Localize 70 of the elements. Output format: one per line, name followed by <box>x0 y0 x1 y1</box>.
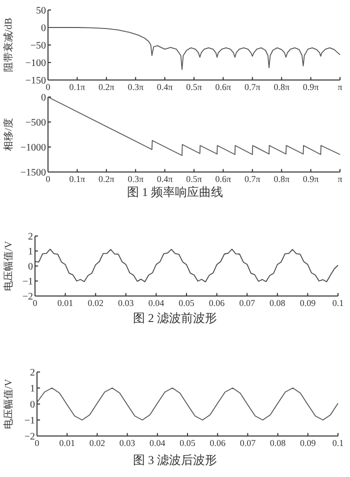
y-tick-label: −2 <box>24 432 35 442</box>
x-tick-label: 0.05 <box>180 438 196 448</box>
y-tick-label: −1 <box>22 276 33 288</box>
x-tick-label: 0.5π <box>186 82 202 92</box>
x-tick-label: 0.3π <box>128 174 144 184</box>
x-tick-label: 0.02 <box>88 298 104 308</box>
y-tick-label: 0 <box>30 400 35 410</box>
y-tick-label: 1 <box>28 246 33 258</box>
y-tick-label: 0 <box>41 23 46 34</box>
x-tick-label: 0.02 <box>89 438 106 448</box>
x-tick-label: 0.8π <box>274 82 290 92</box>
y-tick-label: 1 <box>30 384 35 394</box>
y-tick-label: 50 <box>36 6 46 16</box>
x-tick-label: 0.4π <box>156 174 174 184</box>
x-tick-label: 0.9π <box>302 174 320 184</box>
x-tick-label: 0.05 <box>178 298 195 308</box>
y-axis-title: 阻带衰减/dB <box>2 17 14 72</box>
y-axis-title: 相移/度 <box>2 118 14 151</box>
x-tick-label: 0.6π <box>215 82 232 92</box>
x-tick-label: 0.8π <box>274 174 290 184</box>
x-tick-label: 0.04 <box>150 438 166 448</box>
x-tick-label: 0.1π <box>69 82 86 92</box>
y-tick-label: −50 <box>30 40 46 52</box>
y-tick-label: −2 <box>22 292 33 302</box>
x-tick-label: 0.3π <box>128 82 144 92</box>
y-tick-label: −1500 <box>20 168 46 178</box>
x-tick-label: 0.03 <box>119 438 136 448</box>
x-tick-label: 0.6π <box>215 174 232 184</box>
x-tick-label: 0.7π <box>244 82 261 92</box>
x-tick-label: 0.07 <box>240 438 256 448</box>
y-tick-label: 2 <box>30 368 35 378</box>
x-tick-label: 0.2π <box>98 174 115 184</box>
x-tick-label: 0.06 <box>210 438 226 448</box>
x-tick-label: 0.1π <box>69 174 86 184</box>
x-tick-label: 0.4π <box>156 82 174 92</box>
x-tick-label: 0.2π <box>98 82 115 92</box>
y-tick-label: 0 <box>41 92 46 104</box>
x-tick-label: 0.07 <box>239 298 256 308</box>
x-tick-label: 0.1 <box>332 438 344 448</box>
x-tick-label: 0.04 <box>148 298 165 308</box>
x-tick-label: 0.7π <box>244 174 261 184</box>
text: 图 1 频率响应曲线 <box>127 185 223 199</box>
x-tick-label: π <box>338 82 343 92</box>
line-series <box>34 248 338 282</box>
x-tick-label: 0.5π <box>186 174 202 184</box>
y-tick-label: −500 <box>25 118 46 128</box>
y-axis-title: 电压幅值/V <box>2 240 14 291</box>
x-tick-label: 0.1 <box>332 298 344 308</box>
y-tick-label: −100 <box>25 58 46 69</box>
x-tick-label: 0.08 <box>270 298 286 308</box>
x-tick-label: 0.09 <box>300 298 316 308</box>
text: 图 2 滤波前波形 <box>133 311 217 325</box>
y-tick-label: −1000 <box>20 142 46 154</box>
x-tick-label: 0.01 <box>59 438 75 448</box>
x-tick-label: π <box>338 174 343 184</box>
line-series <box>36 388 338 420</box>
y-tick-label: 2 <box>28 232 33 242</box>
y-axis-title: 电压幅值/V <box>2 378 14 429</box>
x-tick-label: 0.08 <box>270 438 286 448</box>
x-tick-label: 0.03 <box>118 298 134 308</box>
y-tick-label: −150 <box>25 76 46 86</box>
x-tick-label: 0.01 <box>57 298 74 308</box>
line-series <box>48 96 340 156</box>
line-series <box>48 27 340 70</box>
x-tick-label: 0.09 <box>300 438 316 448</box>
x-tick-label: 0.9π <box>302 82 320 92</box>
y-tick-label: −1 <box>24 416 35 426</box>
text: 图 3 滤波后波形 <box>133 453 217 467</box>
y-tick-label: 0 <box>28 262 33 272</box>
x-tick-label: 0.06 <box>208 298 226 308</box>
